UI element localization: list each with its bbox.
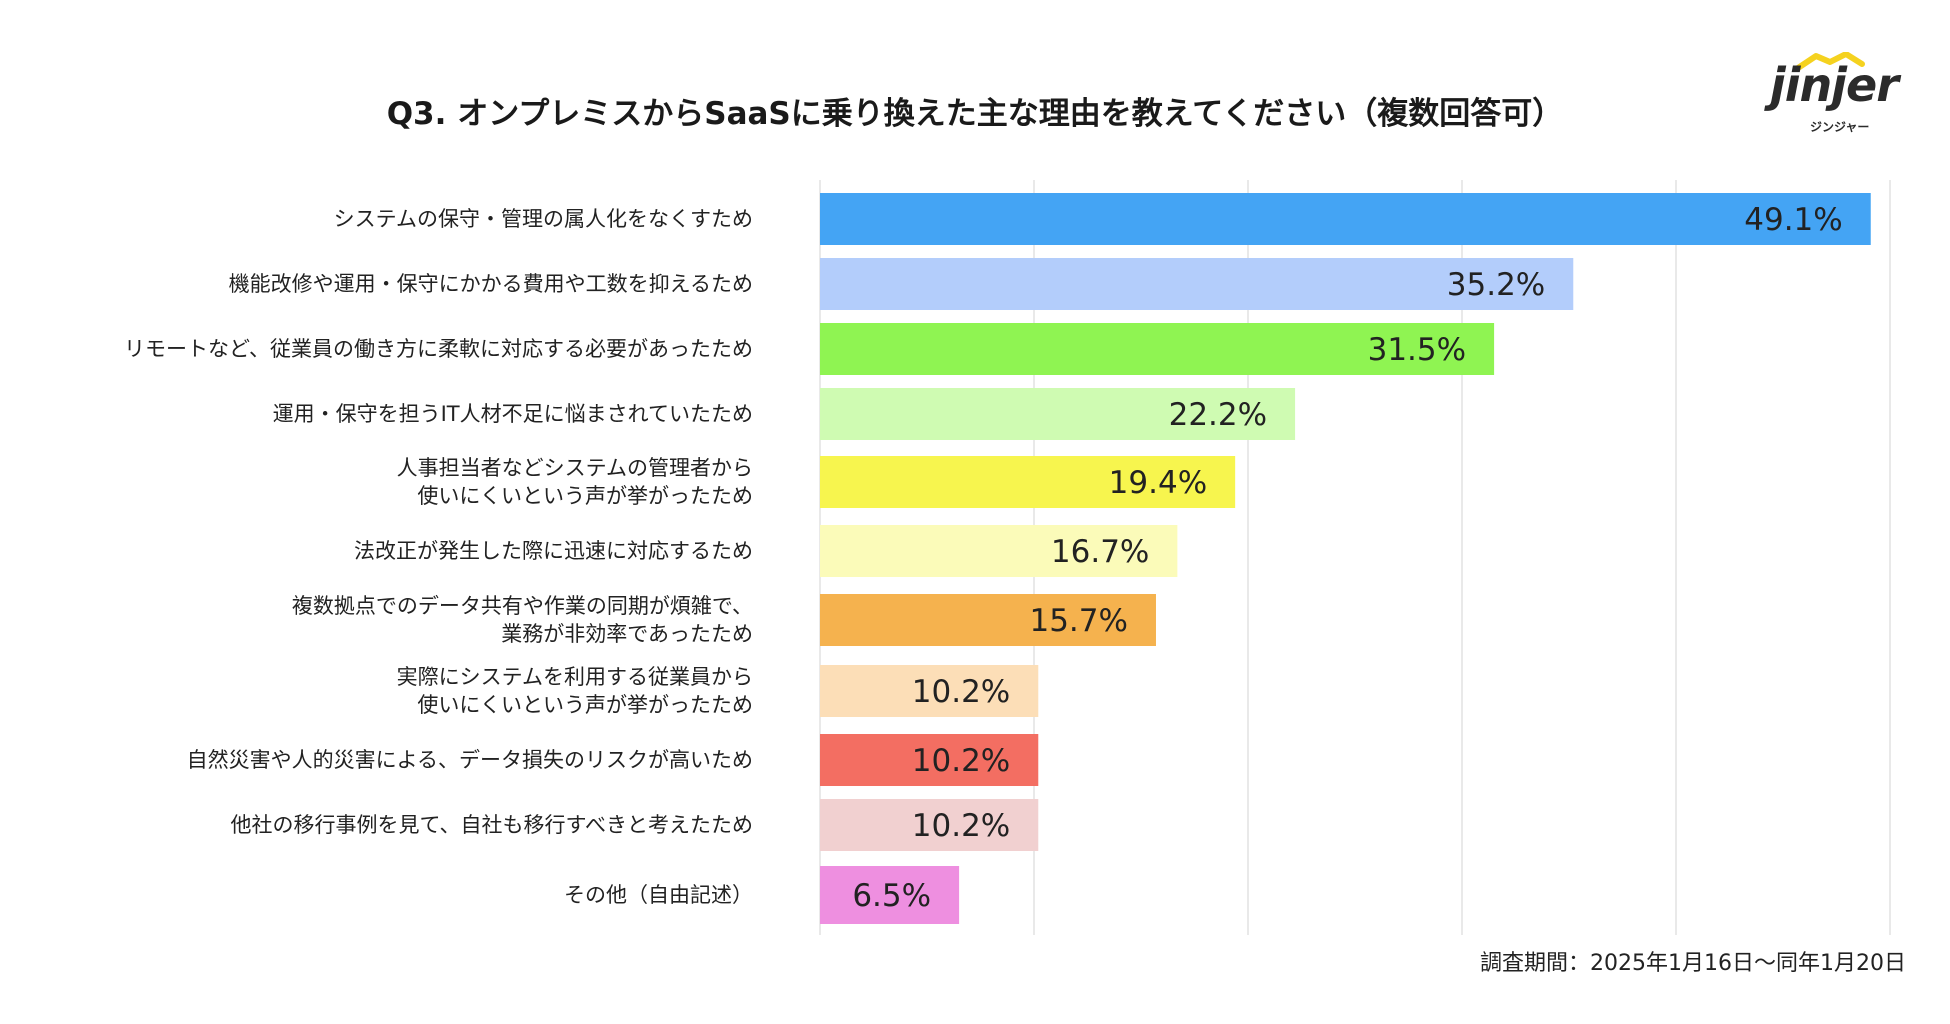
logo-subtitle: ジンジャー xyxy=(1810,120,1870,134)
bar-value-label: 15.7% xyxy=(1029,603,1127,639)
category-label: リモートなど、従業員の働き方に柔軟に対応する必要があったため xyxy=(124,337,753,361)
survey-period: 調査期間：2025年1月16日〜同年1月20日 xyxy=(1480,951,1906,976)
category-label: 機能改修や運用・保守にかかる費用や工数を抑えるため xyxy=(229,272,753,296)
bar-value-label: 10.2% xyxy=(912,674,1010,710)
category-label: 自然災害や人的災害による、データ損失のリスクが高いため xyxy=(187,748,753,772)
category-label: 使いにくいという声が挙がったため xyxy=(417,693,753,717)
logo-wordmark: jinjer xyxy=(1770,58,1899,112)
category-label: 複数拠点でのデータ共有や作業の同期が煩雑で、 xyxy=(292,594,753,618)
bar-value-label: 31.5% xyxy=(1368,332,1466,368)
bar-value-label: 19.4% xyxy=(1109,465,1207,501)
bar-value-label: 10.2% xyxy=(912,743,1010,779)
bar xyxy=(820,665,1039,717)
jinjer-logo: jinjer ジンジャー xyxy=(1768,52,1908,142)
category-label: その他（自由記述） xyxy=(564,883,753,907)
bar-value-label: 49.1% xyxy=(1744,202,1842,238)
category-label: 人事担当者などシステムの管理者から xyxy=(397,456,753,480)
bar xyxy=(820,734,1039,786)
bar xyxy=(820,258,1574,310)
bar-value-label: 6.5% xyxy=(852,878,931,914)
bar xyxy=(820,456,1236,508)
bar xyxy=(820,866,960,924)
category-label: 法改正が発生した際に迅速に対応するため xyxy=(354,539,753,563)
bar-value-label: 10.2% xyxy=(912,808,1010,844)
bar xyxy=(820,193,1871,245)
category-label: 運用・保守を担うIT人材不足に悩まされていたため xyxy=(273,402,753,426)
bar-value-label: 35.2% xyxy=(1447,267,1545,303)
category-label: 他社の移行事例を見て、自社も移行すべきと考えたため xyxy=(231,813,753,837)
category-label: 実際にシステムを利用する従業員から xyxy=(397,665,753,689)
bar-value-label: 22.2% xyxy=(1169,397,1267,433)
bar-value-label: 16.7% xyxy=(1051,534,1149,570)
category-label: 使いにくいという声が挙がったため xyxy=(417,484,753,508)
bar xyxy=(820,388,1296,440)
bar xyxy=(820,594,1156,646)
logo-roof-icon xyxy=(1796,52,1865,71)
category-label: 業務が非効率であったため xyxy=(501,622,753,646)
bar xyxy=(820,799,1039,851)
bar xyxy=(820,323,1495,375)
bar xyxy=(820,525,1178,577)
category-label: システムの保守・管理の属人化をなくすため xyxy=(334,207,753,231)
chart-title: Q3. オンプレミスからSaaSに乗り換えた主な理由を教えてください（複数回答可… xyxy=(386,96,1564,132)
